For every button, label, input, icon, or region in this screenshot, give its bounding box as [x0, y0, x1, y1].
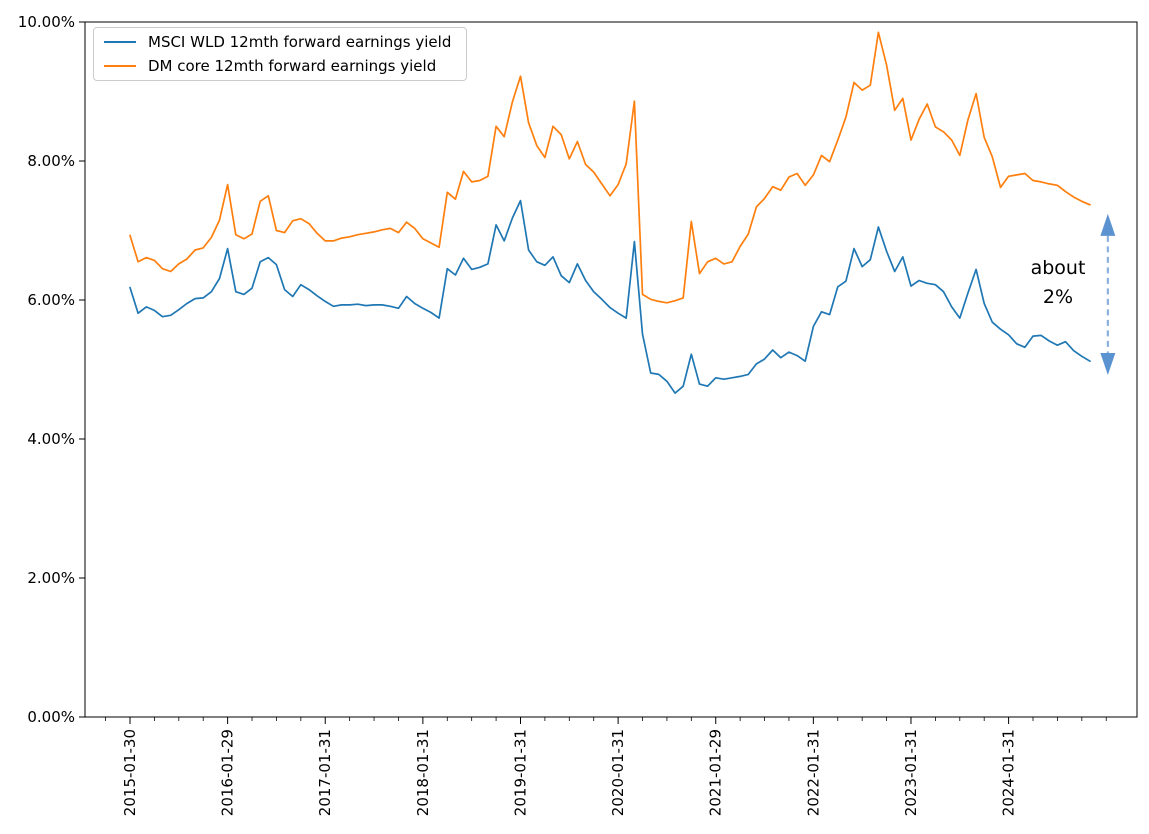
y-tick-label: 4.00% [27, 430, 75, 448]
annotation-text: about 2% [1003, 254, 1113, 312]
series-line-msci-wld [129, 199, 1091, 394]
x-tick-label: 2019-01-31 [511, 729, 529, 816]
y-tick-label: 6.00% [27, 291, 75, 309]
annotation-arrow-head-up [1100, 213, 1116, 236]
x-tick-label: 2015-01-30 [121, 729, 139, 816]
x-tick-label: 2021-01-29 [707, 729, 725, 816]
legend-item-dm-core: DM core 12mth forward earnings yield [104, 56, 466, 76]
legend-line-swatch-blue [104, 41, 136, 43]
y-tick-label: 0.00% [27, 708, 75, 726]
legend-label: MSCI WLD 12mth forward earnings yield [148, 33, 452, 51]
x-tick-label: 2022-01-31 [804, 729, 822, 816]
x-tick-label: 2018-01-31 [414, 729, 432, 816]
x-tick-label: 2024-01-31 [1000, 729, 1018, 816]
legend-line-swatch-orange [104, 65, 136, 67]
annotation-arrow-head-down [1100, 353, 1116, 376]
plot-border [84, 21, 1138, 718]
x-tick-label: 2020-01-31 [609, 729, 627, 816]
y-tick-label: 8.00% [27, 152, 75, 170]
x-tick-label: 2023-01-31 [902, 729, 920, 816]
annotation-line-1: about [1030, 257, 1086, 279]
x-tick-label: 2016-01-29 [219, 729, 237, 816]
x-tick-label: 2017-01-31 [316, 729, 334, 816]
series-line-dm-core [129, 31, 1091, 304]
legend: MSCI WLD 12mth forward earnings yield DM… [93, 27, 467, 81]
legend-item-msci-wld: MSCI WLD 12mth forward earnings yield [104, 32, 466, 52]
legend-label: DM core 12mth forward earnings yield [148, 57, 437, 75]
y-tick-label: 2.00% [27, 569, 75, 587]
annotation-line-2: 2% [1042, 286, 1074, 308]
y-tick-label: 10.00% [18, 13, 75, 31]
